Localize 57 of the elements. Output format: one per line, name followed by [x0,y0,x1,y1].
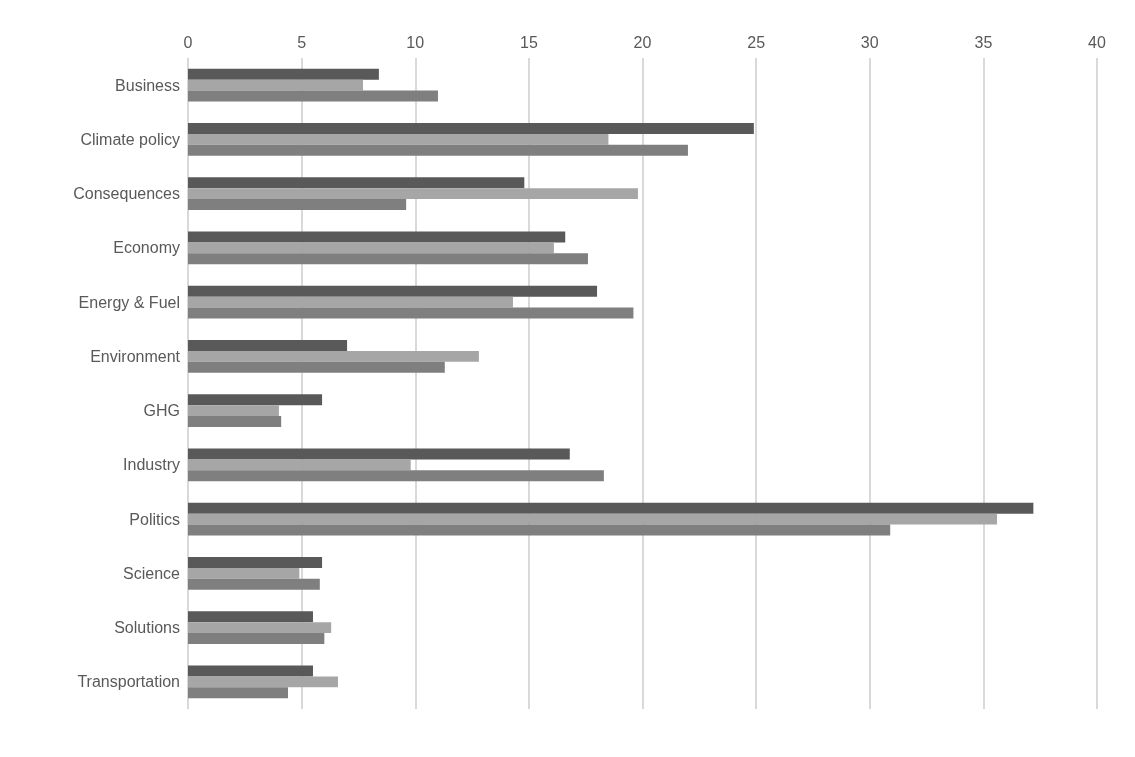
y-tick-label: Science [123,564,181,582]
bar [188,361,445,373]
y-tick-label: Economy [113,239,180,257]
x-tick-label: 10 [406,33,425,51]
bar [188,123,754,134]
bar [188,199,407,210]
bar [188,622,332,634]
y-tick-label: Climate policy [80,130,180,148]
bar [188,405,279,417]
bar [188,68,379,80]
y-tick-label: GHG [143,402,180,420]
y-tick-label: Consequences [73,185,180,203]
bar [188,633,325,644]
y-tick-label: Politics [129,510,180,528]
bar [188,296,513,308]
bar [188,502,1034,514]
bar [188,448,570,460]
bar [188,253,588,265]
bar [188,567,300,579]
x-tick-label: 25 [747,33,766,51]
y-tick-label: Transportation [77,673,180,691]
bar [188,513,998,525]
bar [188,394,323,406]
bar [188,90,438,102]
bar [188,665,313,677]
bar [188,578,320,590]
bar [188,459,411,471]
bar [188,133,609,145]
y-tick-label: Environment [90,347,181,365]
bar [188,416,282,427]
bar [188,307,634,319]
bar [188,687,288,699]
x-tick-label: 20 [633,33,652,51]
bar [188,470,604,482]
y-tick-label: Business [115,76,180,94]
bar [188,611,313,623]
x-tick-label: 40 [1088,33,1106,51]
x-tick-label: 5 [297,33,307,51]
bar [188,285,598,297]
bar [188,340,348,351]
bar [188,242,554,254]
x-tick-label: 0 [183,33,193,51]
x-tick-label: 15 [519,33,538,51]
y-tick-label: Energy & Fuel [78,293,180,311]
bar [188,177,525,189]
bar [188,231,566,243]
bar [188,79,363,91]
bar [188,524,891,536]
bar [188,557,323,568]
x-tick-label: 30 [860,33,879,51]
y-tick-label: Industry [123,456,180,474]
bar [188,144,688,156]
bar [188,188,638,200]
bar [188,676,338,688]
y-tick-label: Solutions [114,619,180,637]
bar [188,350,479,362]
x-tick-label: 35 [974,33,993,51]
